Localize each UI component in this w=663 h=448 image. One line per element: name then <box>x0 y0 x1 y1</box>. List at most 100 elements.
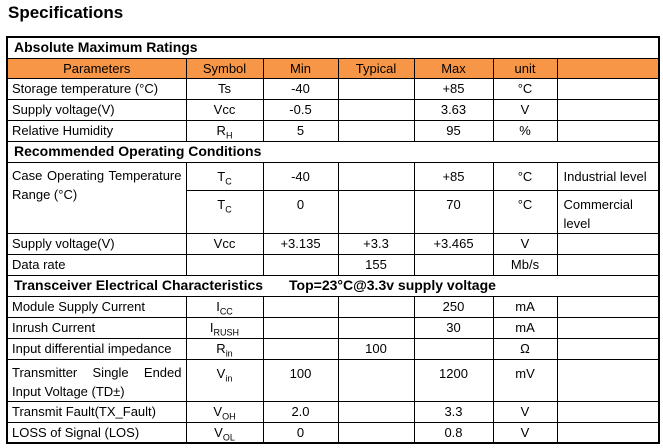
table-row-storage-temperature: Storage temperature (°C) Ts -40 +85 °C <box>6 77 660 100</box>
table-row-module-supply-current: Module Supply Current ICC 250 mA <box>6 295 660 318</box>
page-title: Specifications <box>8 3 124 22</box>
param-cell: Module Supply Current <box>6 295 187 318</box>
max-cell: +3.465 <box>413 232 494 255</box>
table-row-data-rate: Data rate 155 Mb/s <box>6 253 660 276</box>
symbol-base: R <box>216 341 226 356</box>
symbol-subscript: in <box>225 373 233 384</box>
unit-cell: V <box>492 400 558 423</box>
max-cell: 30 <box>413 316 494 339</box>
symbol-cell: TC <box>185 161 264 191</box>
typical-cell <box>337 316 415 339</box>
symbol-cell: VOH <box>185 400 264 423</box>
note-cell <box>556 119 660 142</box>
section-title-recommended-operating-conditions: Recommended Operating Conditions <box>6 140 660 163</box>
section-title-transceiver: Transceiver Electrical Characteristics <box>14 277 264 293</box>
typical-cell <box>337 77 415 100</box>
section-title-absolute-maximum-ratings: Absolute Maximum Ratings <box>6 36 660 59</box>
min-cell <box>262 253 339 276</box>
section-cell-transceiver: Transceiver Electrical Characteristics To… <box>6 274 660 297</box>
param-cell: Relative Humidity <box>6 119 187 142</box>
unit-cell: mA <box>492 316 558 339</box>
note-cell <box>556 253 660 276</box>
column-header-max: Max <box>413 57 494 79</box>
unit-cell: % <box>492 119 558 142</box>
max-cell: 95 <box>413 119 494 142</box>
symbol-base: I <box>216 299 220 314</box>
max-cell <box>413 253 494 276</box>
symbol-cell: Rin <box>185 337 264 360</box>
note-cell <box>556 98 660 121</box>
min-cell: 2.0 <box>262 400 339 423</box>
symbol-subscript: RUSH <box>213 327 240 338</box>
table-row-transmitter-input-voltage: Transmitter Single Ended Input Voltage (… <box>6 358 660 402</box>
param-cell: Supply voltage(V) <box>6 98 187 121</box>
column-header-empty <box>556 57 660 79</box>
symbol-cell <box>185 253 264 276</box>
column-header-min: Min <box>262 57 339 79</box>
max-cell: 3.3 <box>413 400 494 423</box>
specifications-table: Absolute Maximum Ratings Parameters Symb… <box>6 36 661 444</box>
max-cell: 3.63 <box>413 98 494 121</box>
symbol-subscript: C <box>225 204 232 215</box>
note-cell <box>556 358 660 402</box>
note-cell <box>556 232 660 255</box>
unit-cell: Ω <box>492 337 558 360</box>
unit-cell: °C <box>492 161 558 191</box>
table-row-supply-voltage-rec: Supply voltage(V) Vcc +3.135 +3.3 +3.465… <box>6 232 660 255</box>
min-cell <box>262 316 339 339</box>
typical-cell <box>337 161 415 191</box>
symbol-subscript: OL <box>222 432 235 443</box>
table-row-supply-voltage-abs: Supply voltage(V) Vcc -0.5 3.63 V <box>6 98 660 121</box>
note-cell <box>556 77 660 100</box>
symbol-subscript: CC <box>219 306 233 317</box>
note-cell: Industrial level <box>556 161 660 191</box>
typical-cell <box>337 400 415 423</box>
table-row-case-temperature-commercial: TC 0 70 °C Commercial level <box>7 189 660 234</box>
symbol-cell: Vcc <box>185 98 264 121</box>
column-header-symbol: Symbol <box>185 57 264 79</box>
max-cell: 70 <box>413 189 494 234</box>
symbol-cell: Ts <box>185 77 264 100</box>
param-cell: Storage temperature (°C) <box>6 77 187 100</box>
typical-cell: 100 <box>337 337 415 360</box>
table-row-case-temperature-industrial: Case Operating Temperature Range (°C) TC… <box>6 161 660 234</box>
unit-cell: mV <box>492 358 558 402</box>
unit-cell: °C <box>492 77 558 100</box>
symbol-base: Vcc <box>213 102 236 117</box>
symbol-cell: Vcc <box>185 232 264 255</box>
unit-cell: mA <box>492 295 558 318</box>
typical-cell <box>337 98 415 121</box>
table-row-input-differential-impedance: Input differential impedance Rin 100 Ω <box>6 337 660 360</box>
unit-cell: Mb/s <box>492 253 558 276</box>
symbol-base: V <box>214 424 223 440</box>
note-cell <box>556 295 660 318</box>
symbol-cell: TC <box>185 189 264 234</box>
unit-cell: V <box>492 98 558 121</box>
unit-cell: V <box>492 232 558 255</box>
symbol-cell: RH <box>185 119 264 142</box>
min-cell: +3.135 <box>262 232 339 255</box>
column-header-unit: unit <box>492 57 558 79</box>
param-cell: LOSS of Signal (LOS) <box>6 421 187 444</box>
min-cell: 0 <box>262 421 339 444</box>
note-cell <box>556 400 660 423</box>
symbol-base: T <box>217 168 226 184</box>
typical-cell <box>337 421 415 444</box>
min-cell <box>262 337 339 360</box>
param-cell: Supply voltage(V) <box>6 232 187 255</box>
typical-cell <box>337 358 415 402</box>
symbol-cell: IRUSH <box>185 316 264 339</box>
max-cell: +85 <box>413 161 494 191</box>
symbol-base: R <box>216 123 226 138</box>
unit-cell: V <box>492 421 558 444</box>
param-cell: Data rate <box>6 253 187 276</box>
typical-cell <box>337 295 415 318</box>
typical-cell <box>337 189 415 234</box>
max-cell: 1200 <box>413 358 494 402</box>
min-cell: 5 <box>262 119 339 142</box>
param-cell: Transmit Fault(TX_Fault) <box>6 400 187 423</box>
symbol-cell: VOL <box>185 421 264 444</box>
section-row-transceiver-electrical-characteristics: Transceiver Electrical Characteristics To… <box>6 274 660 297</box>
symbol-cell: ICC <box>185 295 264 318</box>
symbol-base: Ts <box>218 81 231 96</box>
